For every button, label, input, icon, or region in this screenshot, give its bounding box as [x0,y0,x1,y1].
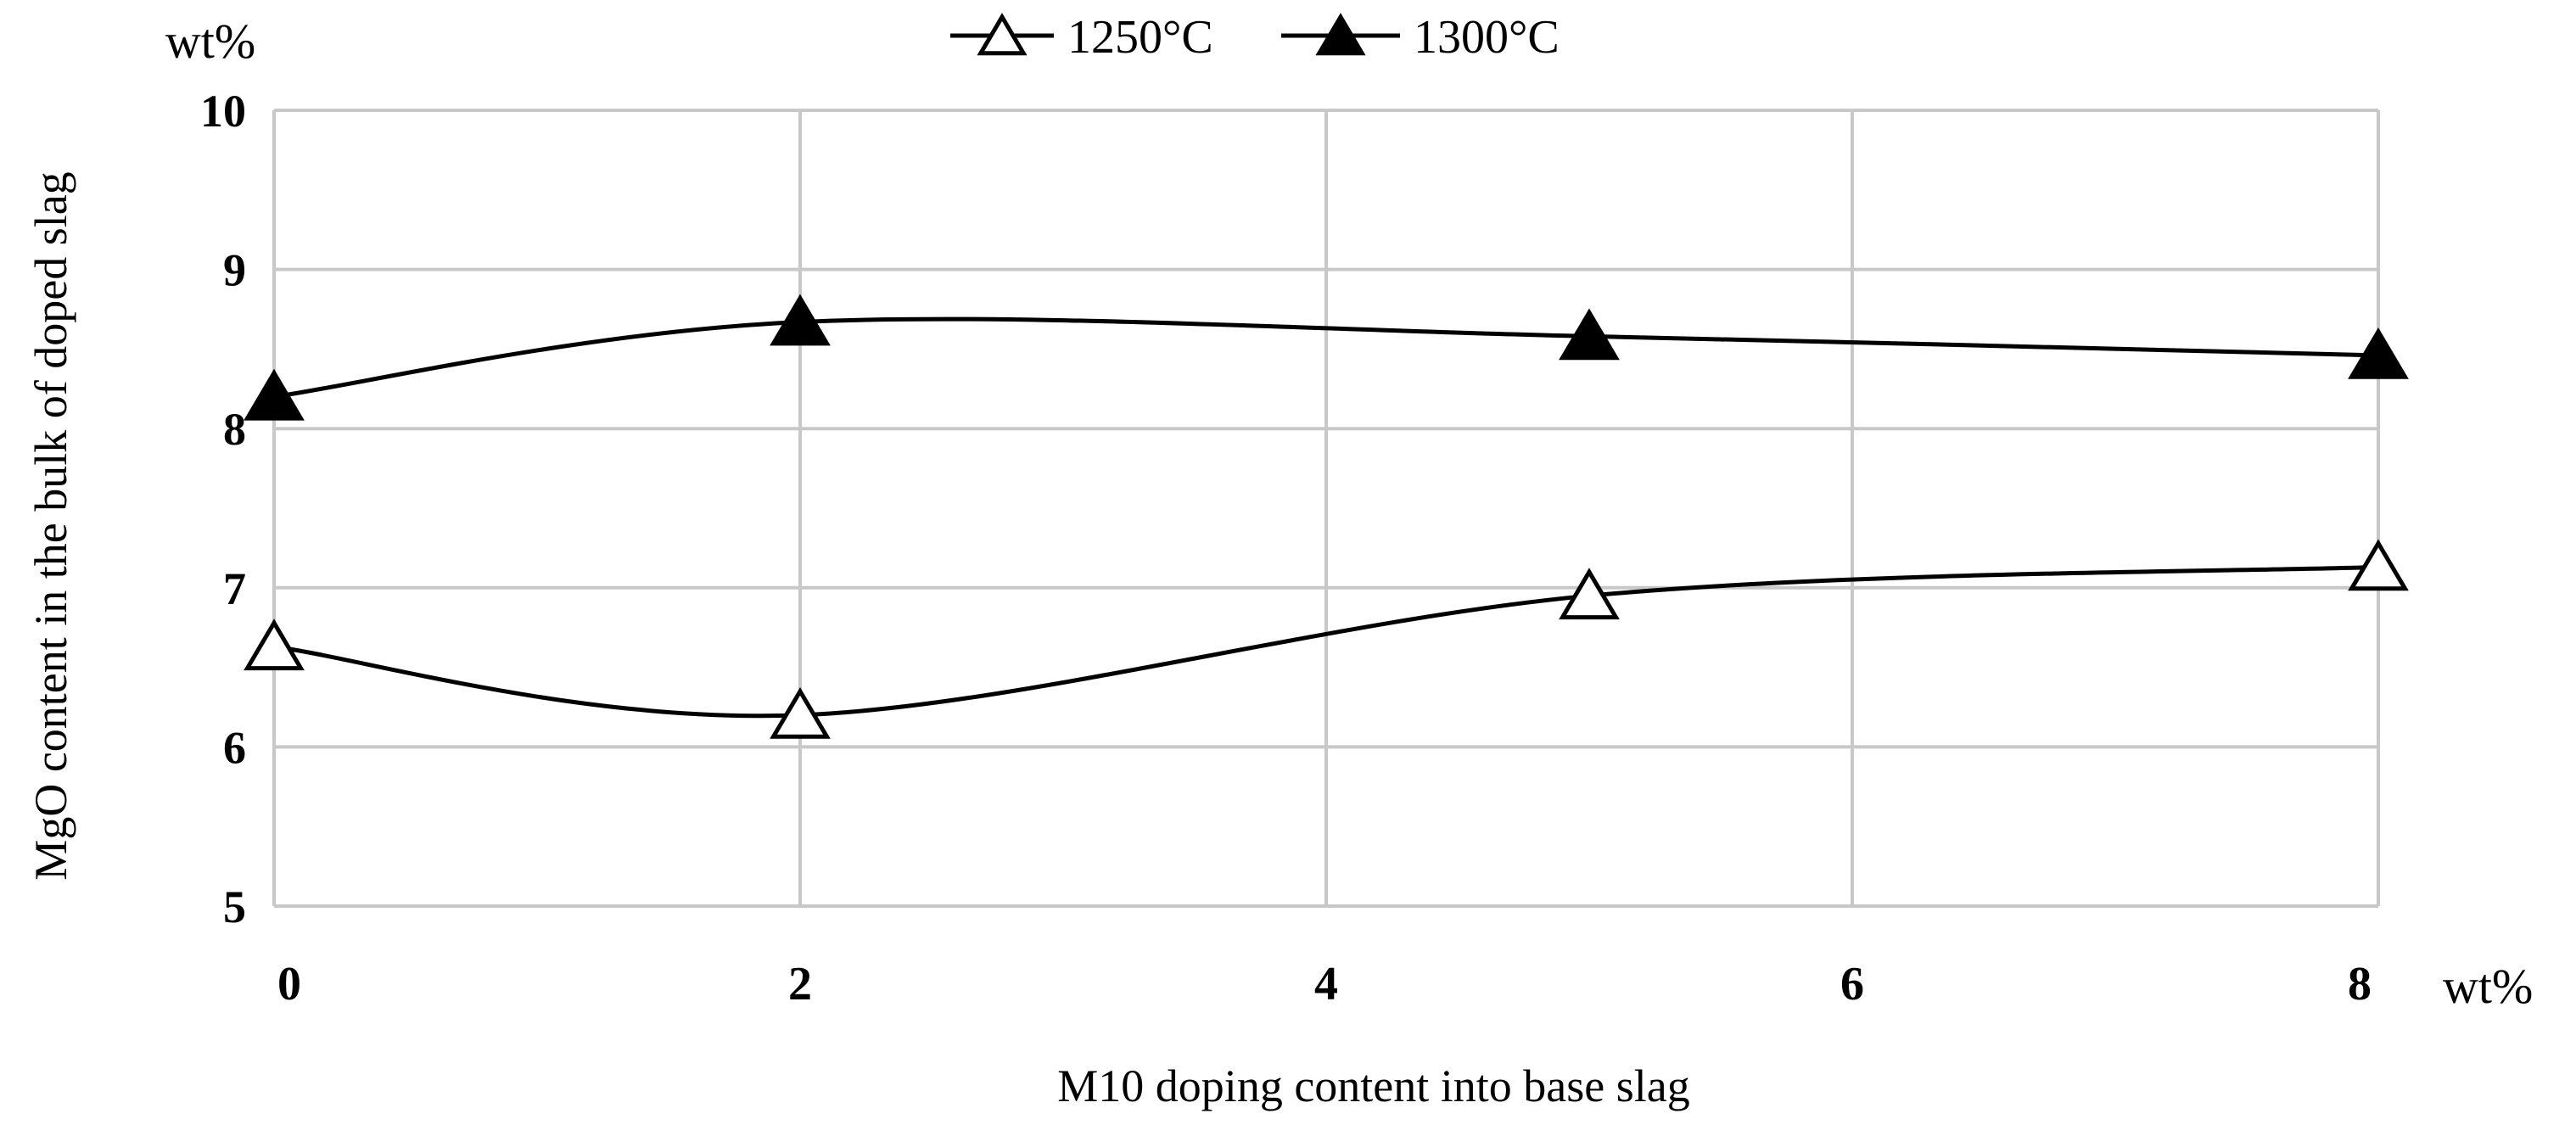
data-point [2348,539,2409,591]
x-tick-label: 0 [277,958,301,1010]
grid-lines [272,109,2380,908]
data-point [1559,308,1620,361]
y-tick-label: 5 [223,881,246,932]
y-tick-label: 6 [223,722,246,773]
x-tick-label: 2 [788,958,812,1010]
legend-marker [1315,13,1366,56]
x-unit-label: wt% [2443,959,2533,1014]
legend-item-1: 1300°C [1281,11,1560,64]
x-tick-label: 8 [2348,958,2372,1010]
legend-marker [977,13,1028,56]
y-unit-label: wt% [165,14,255,69]
data-point [770,294,831,346]
data-point [770,686,831,739]
data-point [244,368,305,421]
legend-label: 1300°C [1414,11,1560,64]
series-1 [244,294,2409,421]
y-tick-label: 10 [200,86,246,137]
data-point [2348,327,2409,379]
series-line [273,564,2379,719]
data-point [1559,568,1620,620]
y-tick-label: 9 [223,245,246,296]
series-line [273,316,2379,400]
x-axis-title: M10 doping content into base slag [1057,1060,1689,1111]
legend: 1250°C 1300°C [950,11,1560,64]
x-tick-label: 6 [1840,958,1864,1010]
y-tick-labels: 5 6 7 8 9 10 [200,86,246,932]
y-tick-label: 8 [223,404,246,455]
legend-item-0: 1250°C [950,11,1213,64]
y-axis-title: MgO content in the bulk of doped slag [25,171,76,880]
y-tick-label: 7 [223,563,246,614]
x-tick-labels: 0 2 4 6 8 [277,958,2372,1010]
series-layer [244,294,2409,739]
legend-label: 1250°C [1067,11,1213,64]
x-tick-label: 4 [1314,958,1338,1010]
data-point [244,618,305,671]
series-0 [244,539,2409,739]
